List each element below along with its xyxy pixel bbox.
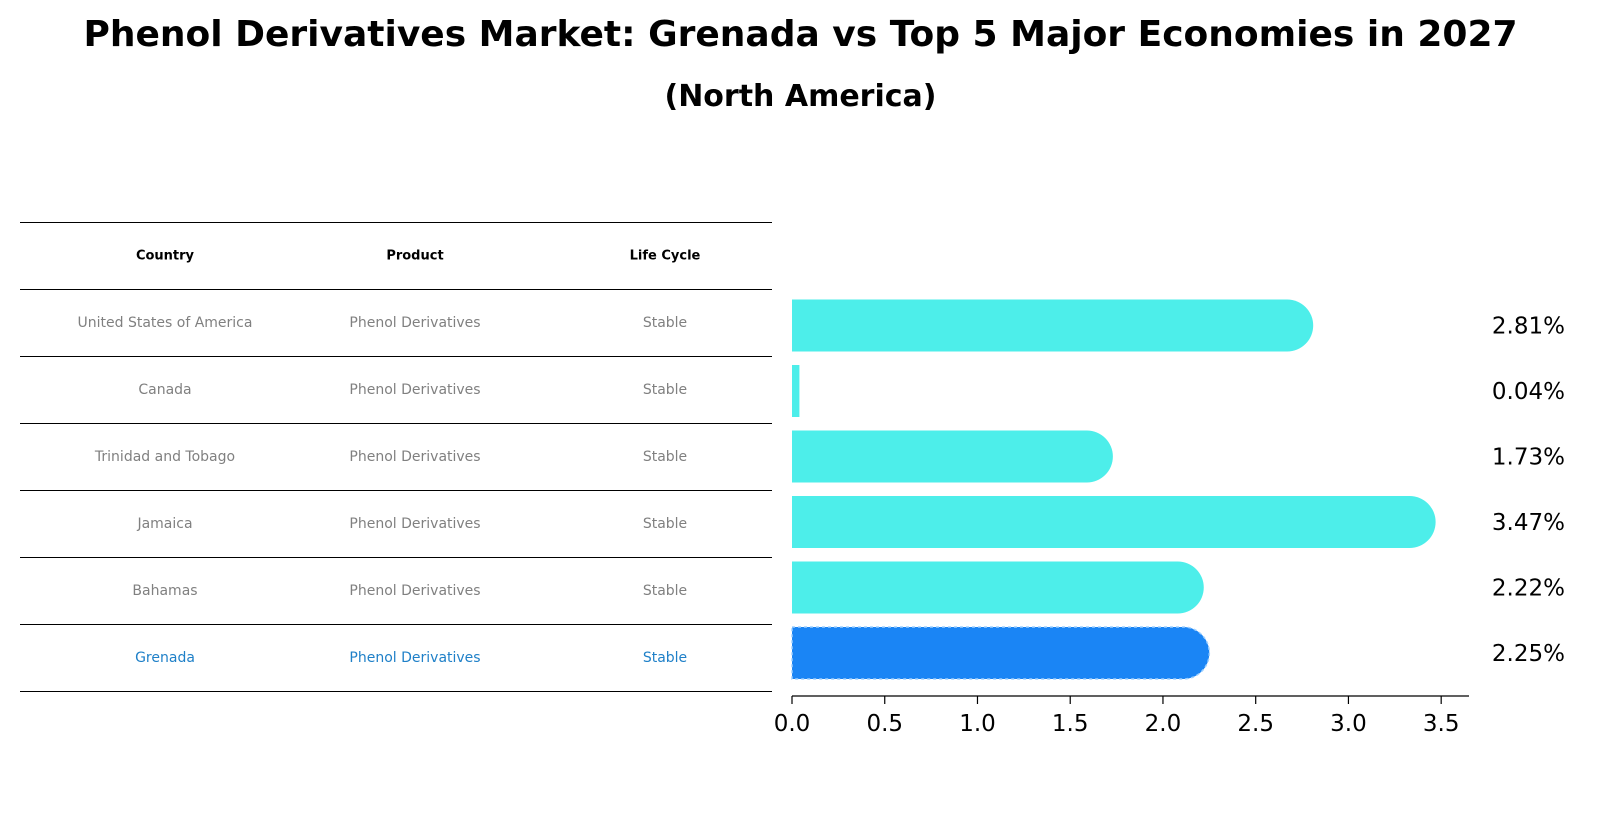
x-tick-label: 2.5 <box>1237 711 1274 737</box>
header-product: Product <box>386 248 444 264</box>
x-tick-label: 0.0 <box>774 711 811 737</box>
bar <box>792 627 1210 679</box>
country-cell: Bahamas <box>132 583 198 599</box>
life-cycle-cell: Stable <box>642 382 688 398</box>
table-rule <box>20 356 772 357</box>
bar <box>792 430 1113 483</box>
product-cell: Phenol Derivatives <box>349 315 481 331</box>
table-row-highlighted: Grenada Phenol Derivatives Stable <box>20 625 772 691</box>
product-cell: Phenol Derivatives <box>349 583 481 599</box>
table-rule <box>20 222 772 223</box>
country-cell: Trinidad and Tobago <box>94 449 236 465</box>
table-rule <box>20 490 772 491</box>
product-cell: Phenol Derivatives <box>349 382 481 398</box>
data-table: Country Product Life Cycle United States… <box>20 222 772 692</box>
value-label: 0.04% <box>1492 379 1565 405</box>
header-life-cycle: Life Cycle <box>629 248 701 264</box>
table-rule <box>20 289 772 290</box>
product-cell: Phenol Derivatives <box>349 650 481 666</box>
life-cycle-cell: Stable <box>642 583 688 599</box>
product-cell: Phenol Derivatives <box>349 516 481 532</box>
life-cycle-cell: Stable <box>642 449 688 465</box>
x-tick-label: 2.0 <box>1145 711 1182 737</box>
table-row: Jamaica Phenol Derivatives Stable <box>20 491 772 557</box>
x-tick-label: 0.5 <box>866 711 903 737</box>
table-row: Trinidad and Tobago Phenol Derivatives S… <box>20 424 772 490</box>
table-row: Canada Phenol Derivatives Stable <box>20 357 772 423</box>
value-label: 2.81% <box>1492 314 1565 340</box>
life-cycle-cell: Stable <box>642 315 688 331</box>
value-label: 2.25% <box>1492 641 1565 667</box>
country-cell: Jamaica <box>137 516 193 532</box>
table-rule <box>20 691 772 692</box>
table-rule <box>20 423 772 424</box>
bar <box>792 561 1204 614</box>
bar-outline <box>791 626 1211 680</box>
value-label: 2.22% <box>1492 576 1565 602</box>
table-header-row: Country Product Life Cycle <box>20 223 772 289</box>
x-tick-label: 1.5 <box>1052 711 1089 737</box>
country-cell: United States of America <box>77 315 253 331</box>
life-cycle-cell: Stable <box>642 650 688 666</box>
table-row: United States of America Phenol Derivati… <box>20 290 772 356</box>
x-tick-label: 1.0 <box>959 711 996 737</box>
chart-title: Phenol Derivatives Market: Grenada vs To… <box>83 14 1518 55</box>
product-cell: Phenol Derivatives <box>349 449 481 465</box>
chart-subtitle: (North America) <box>664 79 937 114</box>
x-tick-label: 3.5 <box>1423 711 1460 737</box>
table-rule <box>20 557 772 558</box>
x-tick-label: 3.0 <box>1330 711 1367 737</box>
bar <box>792 299 1314 352</box>
table-rule <box>20 624 772 625</box>
bar <box>792 365 800 417</box>
life-cycle-cell: Stable <box>642 516 688 532</box>
header-country: Country <box>135 248 195 264</box>
value-label: 1.73% <box>1492 445 1565 471</box>
table-row: Bahamas Phenol Derivatives Stable <box>20 558 772 624</box>
country-cell: Canada <box>138 382 192 398</box>
bar <box>792 496 1436 548</box>
country-cell: Grenada <box>135 650 195 666</box>
value-label: 3.47% <box>1492 510 1565 536</box>
